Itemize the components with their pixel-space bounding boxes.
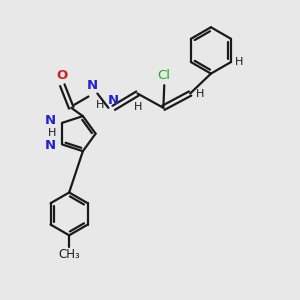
Text: N: N (108, 94, 119, 106)
Text: N: N (86, 79, 98, 92)
Text: H: H (96, 100, 105, 110)
Text: Cl: Cl (157, 69, 170, 82)
Text: H: H (196, 89, 204, 99)
Text: O: O (56, 69, 67, 82)
Text: CH₃: CH₃ (58, 248, 80, 261)
Text: H: H (48, 128, 56, 138)
Text: H: H (235, 57, 244, 67)
Text: H: H (134, 102, 142, 112)
Text: N: N (45, 114, 56, 127)
Text: N: N (45, 140, 56, 152)
